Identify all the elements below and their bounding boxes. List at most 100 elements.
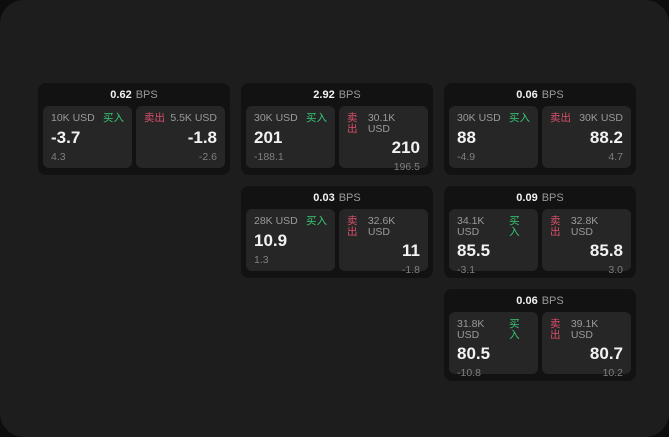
buy-panel[interactable]: 31.8K USD 买入 80.5 -10.8 bbox=[449, 312, 538, 378]
sell-price: 210 bbox=[391, 138, 420, 157]
buy-price: 85.5 bbox=[457, 241, 491, 260]
quote-card: 0.09 BPS 34.1K USD 买入 85.5 -3.1 卖出 32.8K… bbox=[444, 186, 636, 278]
buy-panel-top: 31.8K USD 买入 bbox=[457, 319, 530, 340]
buy-panel[interactable]: 10K USD 买入 -3.7 4.3 bbox=[43, 106, 132, 168]
sell-side-label: 卖出 bbox=[550, 318, 561, 341]
buy-side-label: 买入 bbox=[306, 112, 327, 124]
buy-change: -188.1 bbox=[254, 150, 284, 163]
buy-price: 88 bbox=[457, 127, 476, 147]
bps-value: 0.06 bbox=[516, 88, 538, 101]
sell-amount: 32.8K USD bbox=[570, 215, 599, 238]
sell-panel[interactable]: 卖出 30K USD 88.2 4.7 bbox=[542, 106, 631, 168]
sell-amount: 30.1K USD bbox=[367, 112, 396, 135]
bps-unit: BPS bbox=[135, 88, 158, 101]
card-body: 30K USD 买入 88 -4.9 卖出 30K USD 88.2 4.7 bbox=[444, 106, 636, 174]
card-body: 31.8K USD 买入 80.5 -10.8 卖出 39.1K USD 80.… bbox=[444, 312, 636, 380]
bps-header: 0.06 BPS bbox=[444, 83, 636, 106]
bps-header: 0.06 BPS bbox=[444, 289, 636, 312]
card-body: 10K USD 买入 -3.7 4.3 卖出 5.5K USD -1.8 -2.… bbox=[38, 106, 230, 174]
bps-unit: BPS bbox=[541, 294, 564, 307]
sell-change: 3.0 bbox=[608, 264, 623, 276]
sell-price: 11 bbox=[402, 241, 420, 260]
sell-side-label: 卖出 bbox=[347, 215, 358, 238]
sell-panel-top: 卖出 30K USD bbox=[550, 113, 623, 124]
buy-price: -3.7 bbox=[51, 127, 81, 147]
sell-change: -2.6 bbox=[198, 150, 217, 163]
buy-panel[interactable]: 30K USD 买入 201 -188.1 bbox=[246, 106, 335, 168]
buy-amount: 10K USD bbox=[51, 112, 95, 124]
buy-panel-top: 34.1K USD 买入 bbox=[457, 216, 530, 237]
bps-value: 0.06 bbox=[516, 294, 538, 307]
quote-card: 2.92 BPS 30K USD 买入 201 -188.1 卖出 30.1K … bbox=[241, 83, 433, 175]
buy-side-label: 买入 bbox=[509, 318, 520, 341]
buy-amount: 28K USD bbox=[254, 215, 298, 227]
sell-price: 88.2 bbox=[589, 127, 623, 147]
buy-panel-top: 28K USD 买入 bbox=[254, 216, 327, 227]
buy-amount: 31.8K USD bbox=[457, 318, 485, 341]
buy-price: 80.5 bbox=[457, 344, 491, 363]
buy-amount: 30K USD bbox=[457, 112, 501, 124]
quote-card: 0.06 BPS 30K USD 买入 88 -4.9 卖出 30K USD 8… bbox=[444, 83, 636, 175]
sell-amount: 39.1K USD bbox=[570, 318, 599, 341]
buy-price: 10.9 bbox=[254, 230, 288, 250]
sell-price: -1.8 bbox=[187, 127, 217, 147]
buy-panel-top: 30K USD 买入 bbox=[457, 113, 530, 124]
sell-panel-top: 卖出 32.6K USD bbox=[347, 216, 420, 237]
sell-panel[interactable]: 卖出 5.5K USD -1.8 -2.6 bbox=[136, 106, 225, 168]
buy-change: 1.3 bbox=[254, 253, 269, 266]
sell-change: -1.8 bbox=[401, 264, 420, 276]
sell-panel[interactable]: 卖出 39.1K USD 80.7 10.2 bbox=[542, 312, 631, 378]
bps-value: 0.03 bbox=[313, 191, 335, 204]
buy-change: -4.9 bbox=[457, 150, 476, 163]
bps-header: 0.62 BPS bbox=[38, 83, 230, 106]
sell-change: 4.7 bbox=[608, 150, 623, 163]
buy-side-label: 买入 bbox=[509, 215, 520, 238]
buy-change: -3.1 bbox=[457, 264, 476, 276]
sell-change: 10.2 bbox=[602, 367, 623, 379]
card-body: 28K USD 买入 10.9 1.3 卖出 32.6K USD 11 -1.8 bbox=[241, 209, 433, 277]
buy-panel[interactable]: 34.1K USD 买入 85.5 -3.1 bbox=[449, 209, 538, 275]
sell-change: 196.5 bbox=[393, 161, 420, 173]
sell-side-label: 卖出 bbox=[550, 215, 561, 238]
buy-amount: 34.1K USD bbox=[457, 215, 485, 238]
sell-side-label: 卖出 bbox=[144, 112, 165, 124]
bps-unit: BPS bbox=[541, 191, 564, 204]
buy-change: 4.3 bbox=[51, 150, 66, 163]
buy-side-label: 买入 bbox=[306, 215, 327, 227]
sell-panel[interactable]: 卖出 30.1K USD 210 196.5 bbox=[339, 106, 428, 172]
buy-change: -10.8 bbox=[457, 367, 481, 379]
buy-panel[interactable]: 30K USD 买入 88 -4.9 bbox=[449, 106, 538, 168]
card-body: 34.1K USD 买入 85.5 -3.1 卖出 32.8K USD 85.8… bbox=[444, 209, 636, 277]
buy-panel-top: 10K USD 买入 bbox=[51, 113, 124, 124]
bps-unit: BPS bbox=[338, 88, 361, 101]
sell-amount: 30K USD bbox=[579, 112, 623, 124]
sell-panel[interactable]: 卖出 32.8K USD 85.8 3.0 bbox=[542, 209, 631, 275]
sell-panel-top: 卖出 39.1K USD bbox=[550, 319, 623, 340]
quote-card: 0.62 BPS 10K USD 买入 -3.7 4.3 卖出 5.5K USD… bbox=[38, 83, 230, 175]
bps-unit: BPS bbox=[338, 191, 361, 204]
sell-side-label: 卖出 bbox=[550, 112, 571, 124]
quote-card: 0.03 BPS 28K USD 买入 10.9 1.3 卖出 32.6K US… bbox=[241, 186, 433, 278]
sell-panel[interactable]: 卖出 32.6K USD 11 -1.8 bbox=[339, 209, 428, 275]
bps-unit: BPS bbox=[541, 88, 564, 101]
sell-price: 85.8 bbox=[589, 241, 623, 260]
sell-panel-top: 卖出 5.5K USD bbox=[144, 113, 217, 124]
buy-amount: 30K USD bbox=[254, 112, 298, 124]
sell-amount: 32.6K USD bbox=[367, 215, 396, 238]
quote-card: 0.06 BPS 31.8K USD 买入 80.5 -10.8 卖出 39.1… bbox=[444, 289, 636, 381]
bps-header: 0.03 BPS bbox=[241, 186, 433, 209]
sell-panel-top: 卖出 30.1K USD bbox=[347, 113, 420, 134]
bps-value: 0.09 bbox=[516, 191, 538, 204]
sell-amount: 5.5K USD bbox=[170, 112, 217, 124]
buy-side-label: 买入 bbox=[103, 112, 124, 124]
bps-value: 2.92 bbox=[313, 88, 335, 101]
bps-header: 2.92 BPS bbox=[241, 83, 433, 106]
buy-panel[interactable]: 28K USD 买入 10.9 1.3 bbox=[246, 209, 335, 271]
buy-panel-top: 30K USD 买入 bbox=[254, 113, 327, 124]
sell-side-label: 卖出 bbox=[347, 112, 358, 135]
bps-header: 0.09 BPS bbox=[444, 186, 636, 209]
buy-price: 201 bbox=[254, 127, 283, 147]
sell-price: 80.7 bbox=[589, 344, 623, 363]
sell-panel-top: 卖出 32.8K USD bbox=[550, 216, 623, 237]
